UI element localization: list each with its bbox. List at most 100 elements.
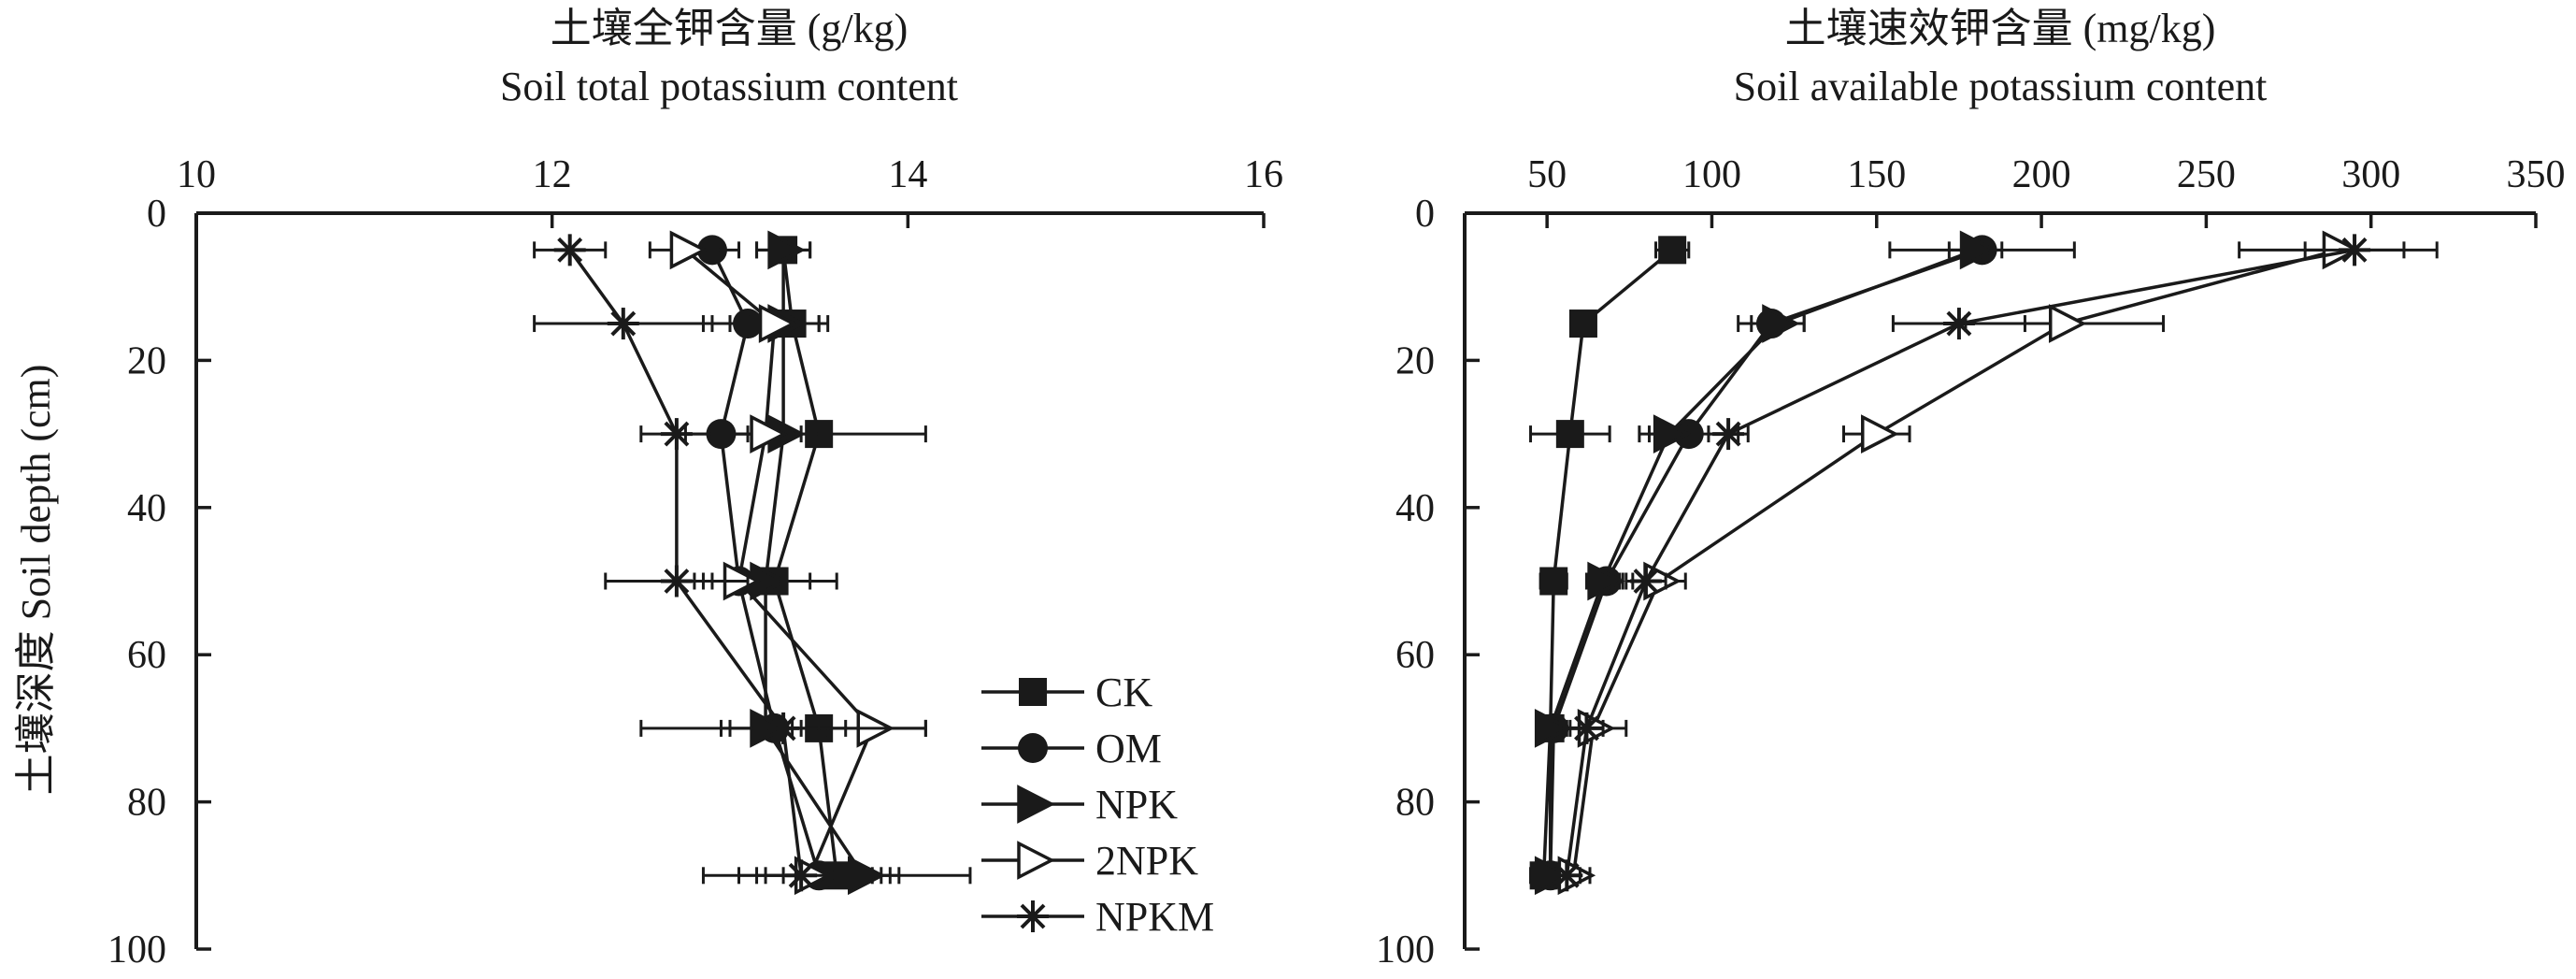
right-point-2npk-15-shape bbox=[2049, 304, 2087, 343]
right-point-npkm-90 bbox=[1551, 859, 1583, 892]
legend-label-npk: NPK bbox=[1095, 782, 1178, 828]
right-point-ck-50 bbox=[1539, 567, 1568, 596]
left-y-tick-label-20: 20 bbox=[127, 339, 166, 382]
right-point-2npk-30 bbox=[1861, 414, 1899, 454]
right-point-npkm-30 bbox=[1712, 418, 1745, 451]
left-point-npkm-90-stroke-3 bbox=[788, 862, 814, 888]
right-line-npk bbox=[1548, 248, 1977, 876]
right-x-tick-label-150: 150 bbox=[1847, 153, 1906, 196]
right-point-ck-5-shape bbox=[1658, 236, 1687, 265]
left-y-tick-label-100: 100 bbox=[107, 929, 166, 972]
right-point-npkm-30-stroke-3 bbox=[1715, 421, 1741, 447]
left-y-tick-label-60: 60 bbox=[127, 634, 166, 677]
left-x-tick-label-10: 10 bbox=[177, 153, 216, 196]
right-point-npk-30-shape bbox=[1653, 414, 1692, 454]
left-point-npkm-70-stroke-3 bbox=[770, 715, 796, 741]
left-point-npk-5 bbox=[767, 230, 806, 270]
left-line-npkm bbox=[568, 249, 803, 876]
right-line-ck bbox=[1541, 249, 1674, 876]
left-point-npkm-15 bbox=[607, 308, 639, 340]
legend-marker-om-shape bbox=[1018, 733, 1048, 763]
left-y-tick-label-0: 0 bbox=[147, 193, 166, 236]
left-line-npk bbox=[764, 250, 866, 877]
right-point-npkm-70 bbox=[1570, 712, 1603, 744]
left-point-2npk-30 bbox=[750, 414, 788, 454]
legend-marker-npk-shape bbox=[1017, 785, 1055, 824]
right-point-npkm-50 bbox=[1629, 565, 1662, 597]
left-y-tick-label-80: 80 bbox=[127, 782, 166, 825]
right-point-npkm-90-stroke-3 bbox=[1553, 862, 1580, 888]
legend-marker-npkm-stroke-3 bbox=[1020, 903, 1046, 929]
right-point-npkm-70-stroke-3 bbox=[1574, 715, 1599, 741]
right-y-tick-label-80: 80 bbox=[1395, 782, 1435, 825]
legend-marker-ck bbox=[1019, 678, 1047, 706]
right-point-2npk-30-shape bbox=[1861, 414, 1899, 454]
right-point-npkm-15 bbox=[1942, 308, 1975, 340]
right-title-cn: 土壤速效钾含量 (mg/kg) bbox=[1785, 6, 2216, 51]
legend-entry-om: OM bbox=[981, 726, 1162, 771]
right-point-npkm-5-stroke-3 bbox=[2341, 237, 2368, 263]
left-point-om-30-shape bbox=[706, 419, 737, 450]
left-point-npkm-5 bbox=[553, 234, 586, 266]
right-y-tick-label-40: 40 bbox=[1395, 487, 1435, 530]
left-point-npkm-15-stroke-3 bbox=[610, 310, 637, 337]
right-point-npk-5 bbox=[1959, 230, 1998, 270]
right-series-npkm bbox=[1551, 234, 2406, 892]
left-x-tick-label-14: 14 bbox=[888, 153, 927, 196]
legend-label-om: OM bbox=[1095, 726, 1162, 771]
left-point-om-30 bbox=[706, 419, 737, 450]
right-series-2npk bbox=[1555, 230, 2439, 896]
total-potassium-panel: 土壤全钾含量 (g/kg) Soil total potassium conte… bbox=[107, 6, 1283, 972]
right-point-ck-50-shape bbox=[1539, 567, 1568, 596]
left-series-npkm bbox=[533, 234, 927, 892]
right-x-tick-label-350: 350 bbox=[2507, 153, 2566, 196]
left-y-tick-label-40: 40 bbox=[127, 487, 166, 530]
right-x-tick-label-100: 100 bbox=[1682, 153, 1741, 196]
left-point-2npk-30-shape bbox=[750, 414, 788, 454]
right-point-npk-30 bbox=[1653, 414, 1692, 454]
legend-marker-npkm bbox=[1017, 900, 1049, 932]
right-point-npk-5-shape bbox=[1959, 230, 1998, 270]
right-point-2npk-15 bbox=[2049, 304, 2087, 343]
right-point-npkm-5 bbox=[2339, 234, 2371, 266]
legend-entry-2npk: 2NPK bbox=[981, 838, 1198, 884]
left-title-cn: 土壤全钾含量 (g/kg) bbox=[551, 6, 909, 51]
left-point-npkm-50 bbox=[660, 565, 693, 597]
right-point-ck-15-shape bbox=[1568, 310, 1597, 338]
right-point-npk-70 bbox=[1534, 709, 1573, 748]
left-point-2npk-15 bbox=[758, 304, 797, 343]
right-point-ck-5 bbox=[1658, 236, 1687, 265]
left-x-tick-label-12: 12 bbox=[533, 153, 572, 196]
right-point-npk-70-shape bbox=[1534, 709, 1573, 748]
left-point-2npk-5-shape bbox=[669, 230, 708, 270]
right-point-ck-15 bbox=[1568, 310, 1597, 338]
right-x-tick-label-50: 50 bbox=[1527, 153, 1567, 196]
left-point-2npk-15-shape bbox=[758, 304, 797, 343]
right-point-npk-50 bbox=[1587, 561, 1625, 601]
right-line-2npk bbox=[1571, 248, 2339, 876]
right-series-npk bbox=[1534, 230, 2004, 896]
right-x-tick-label-250: 250 bbox=[2177, 153, 2236, 196]
right-point-npk-15-shape bbox=[1762, 304, 1800, 343]
legend-marker-2npk-shape bbox=[1017, 841, 1055, 880]
legend-label-ck: CK bbox=[1095, 669, 1152, 715]
left-point-npkm-50-stroke-3 bbox=[664, 569, 690, 594]
right-y-tick-label-60: 60 bbox=[1395, 634, 1435, 677]
left-point-npkm-30-stroke-3 bbox=[664, 421, 690, 447]
y-axis-title: 土壤深度 Soil depth (cm) bbox=[13, 365, 59, 796]
available-potassium-panel: 土壤速效钾含量 (mg/kg) Soil available potassium… bbox=[1376, 6, 2566, 972]
left-point-npkm-70 bbox=[767, 712, 800, 744]
right-title-en: Soil available potassium content bbox=[1734, 64, 2268, 109]
right-point-ck-30-shape bbox=[1555, 420, 1584, 449]
legend: CK OM NPK 2NPK NPKM bbox=[981, 669, 1214, 940]
legend-entry-npk: NPK bbox=[981, 782, 1178, 828]
right-point-npk-50-shape bbox=[1587, 561, 1625, 601]
right-series-om bbox=[1535, 235, 2076, 891]
left-point-npkm-5-stroke-3 bbox=[557, 237, 583, 263]
legend-marker-ck-shape bbox=[1019, 678, 1047, 706]
right-x-tick-label-200: 200 bbox=[2012, 153, 2071, 196]
legend-marker-om bbox=[1018, 733, 1048, 763]
left-point-2npk-5 bbox=[669, 230, 708, 270]
right-point-ck-30 bbox=[1555, 420, 1584, 449]
